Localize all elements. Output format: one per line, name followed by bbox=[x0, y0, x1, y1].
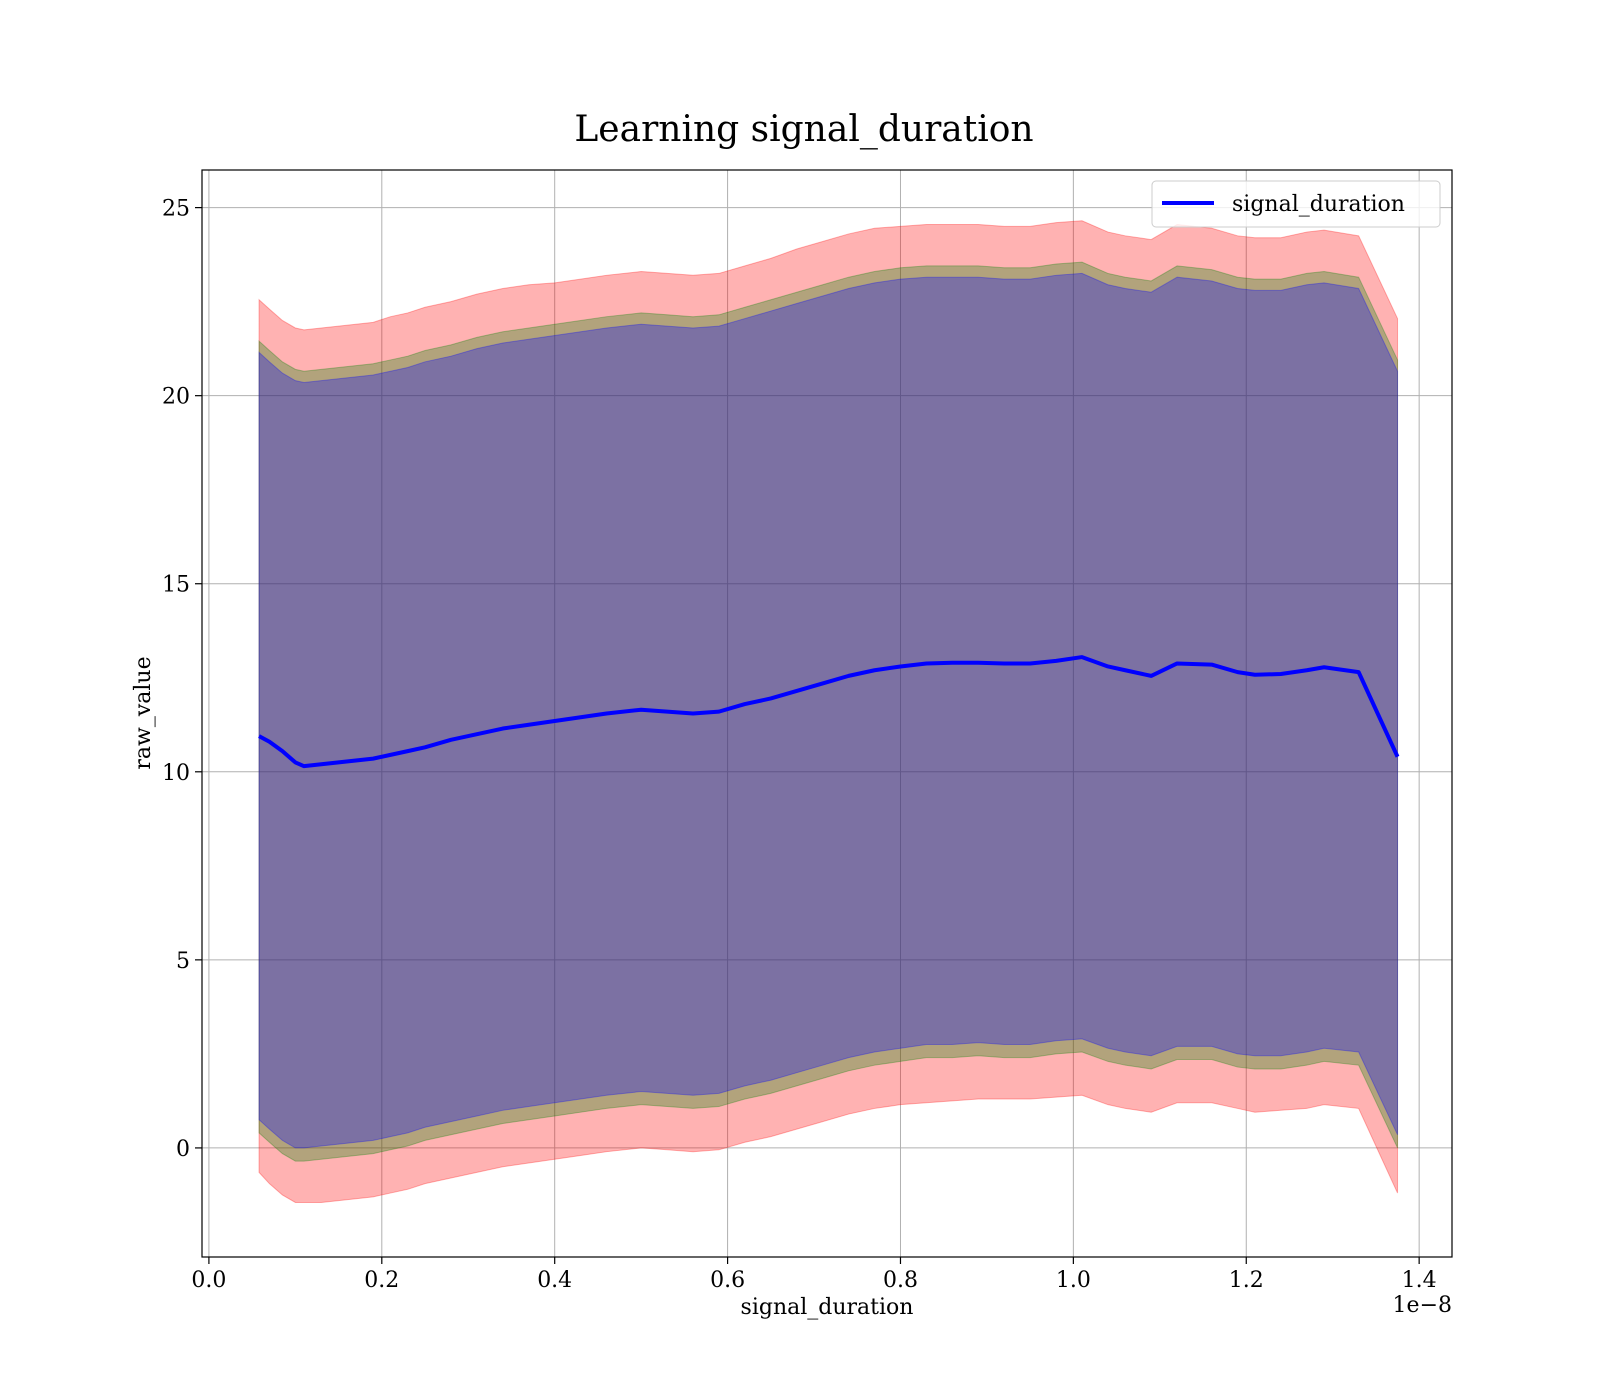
y-tick-label: 5 bbox=[176, 949, 190, 974]
x-tick-label: 1.2 bbox=[1229, 1268, 1264, 1293]
confidence-bands bbox=[258, 220, 1399, 1203]
x-axis-label: signal_duration bbox=[741, 1295, 914, 1320]
series-line-signal_duration bbox=[258, 655, 1400, 769]
plot-frame bbox=[201, 169, 1453, 1258]
y-axis-label: raw_value bbox=[131, 656, 156, 769]
series-lines bbox=[258, 655, 1400, 769]
y-tick-label: 25 bbox=[162, 197, 190, 222]
x-tick-label: 1.4 bbox=[1402, 1268, 1437, 1293]
x-tick-label: 1.0 bbox=[1056, 1268, 1091, 1293]
y-tick-label: 0 bbox=[176, 1137, 190, 1162]
confidence-band-1 bbox=[258, 220, 1399, 1203]
x-axis-offset-label: 1e−8 bbox=[1393, 1293, 1452, 1318]
legend-label: signal_duration bbox=[1232, 192, 1405, 217]
confidence-band-3 bbox=[258, 272, 1399, 1149]
x-tick-label: 0.2 bbox=[364, 1268, 399, 1293]
x-tick-label: 0.8 bbox=[883, 1268, 918, 1293]
y-axis-ticks: 0 5 10 15 20 25 bbox=[162, 197, 202, 1162]
x-axis-ticks: 0.0 0.2 0.4 0.6 0.8 1.0 1.2 1.4 bbox=[191, 1257, 1437, 1293]
x-tick-label: 0.0 bbox=[191, 1268, 226, 1293]
chart-title: Learning signal_duration bbox=[574, 109, 1033, 150]
x-tick-label: 0.4 bbox=[537, 1268, 572, 1293]
x-tick-label: 0.6 bbox=[710, 1268, 745, 1293]
confidence-band-2 bbox=[258, 261, 1399, 1162]
y-tick-label: 10 bbox=[162, 761, 190, 786]
y-tick-label: 20 bbox=[162, 385, 190, 410]
legend: signal_duration bbox=[1151, 180, 1441, 228]
legend-box bbox=[1151, 180, 1441, 228]
y-tick-label: 15 bbox=[162, 573, 190, 598]
